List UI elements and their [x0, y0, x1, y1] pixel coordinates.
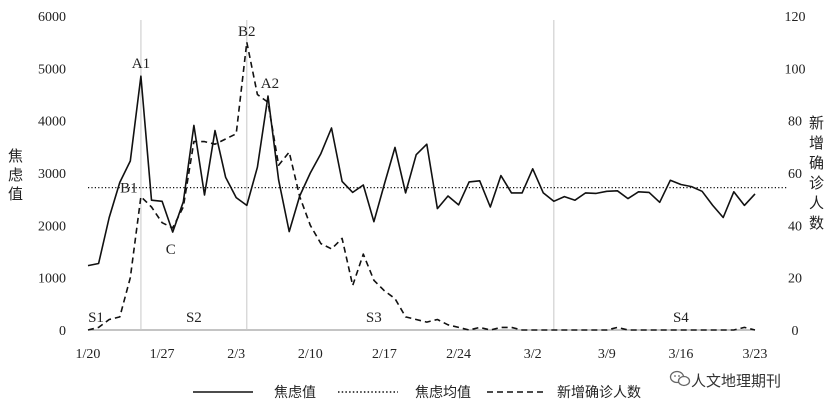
y-right-title: 新增确诊人数 — [807, 115, 825, 235]
y-right-tick-label: 0 — [792, 324, 799, 339]
annotations: A1 A2 B1 B2 C S1 S2 S3 S4 — [88, 24, 689, 326]
legend-label-mean: 焦虑均值 — [415, 385, 471, 401]
x-tick-label: 2/3 — [227, 347, 245, 362]
watermark-text: 人文地理期刊 — [691, 372, 781, 390]
annotation-a1: A1 — [132, 56, 150, 72]
legend: 焦虑值 焦虑均值 新增确诊人数 — [193, 385, 641, 401]
y-right-tick-label: 40 — [788, 219, 802, 234]
annotation-b2: B2 — [238, 24, 256, 40]
axes — [88, 20, 755, 331]
y-right-tick-label: 20 — [788, 272, 802, 287]
legend-label-cases: 新增确诊人数 — [557, 385, 641, 401]
x-tick-label: 2/10 — [298, 347, 323, 362]
x-tick-label: 1/27 — [150, 347, 175, 362]
annotation-s4: S4 — [673, 310, 689, 326]
wechat-icon — [669, 370, 691, 387]
y-left-tick-label: 1000 — [38, 272, 66, 287]
x-tick-label: 3/23 — [743, 347, 768, 362]
annotation-s3: S3 — [366, 310, 382, 326]
y-right-tick-label: 120 — [785, 10, 806, 25]
plot-marks — [87, 41, 787, 331]
annotation-s1: S1 — [88, 310, 104, 326]
y-left-tick-label: 6000 — [38, 10, 66, 25]
y-right-tick-label: 60 — [788, 167, 802, 182]
annotation-b1: B1 — [120, 181, 138, 197]
legend-label-anxiety: 焦虑值 — [274, 385, 316, 401]
series-anxiety-line — [87, 75, 756, 267]
y-right-tick-label: 100 — [785, 62, 806, 77]
y-left-tick-label: 2000 — [38, 219, 66, 234]
y-left-title: 焦虑值 — [6, 148, 24, 205]
y-left-tick-label: 3000 — [38, 167, 66, 182]
tick-labels: 0 1000 2000 3000 4000 5000 6000 0 20 40 60 80 100 120… — [38, 10, 806, 362]
series-cases-line — [87, 41, 756, 331]
x-tick-label: 3/2 — [524, 347, 542, 362]
annotation-c: C — [166, 242, 176, 258]
x-tick-label: 3/9 — [598, 347, 616, 362]
x-tick-label: 2/17 — [372, 347, 397, 362]
x-tick-label: 2/24 — [446, 347, 471, 362]
x-tick-label: 1/20 — [76, 347, 101, 362]
y-left-tick-label: 4000 — [38, 115, 66, 130]
annotation-a2: A2 — [261, 76, 279, 92]
annotation-s2: S2 — [186, 310, 202, 326]
y-left-tick-label: 5000 — [38, 62, 66, 77]
y-left-tick-label: 0 — [59, 324, 66, 339]
watermark: 人文地理期刊 — [669, 370, 781, 390]
y-right-tick-label: 80 — [788, 115, 802, 130]
x-tick-label: 3/16 — [668, 347, 693, 362]
